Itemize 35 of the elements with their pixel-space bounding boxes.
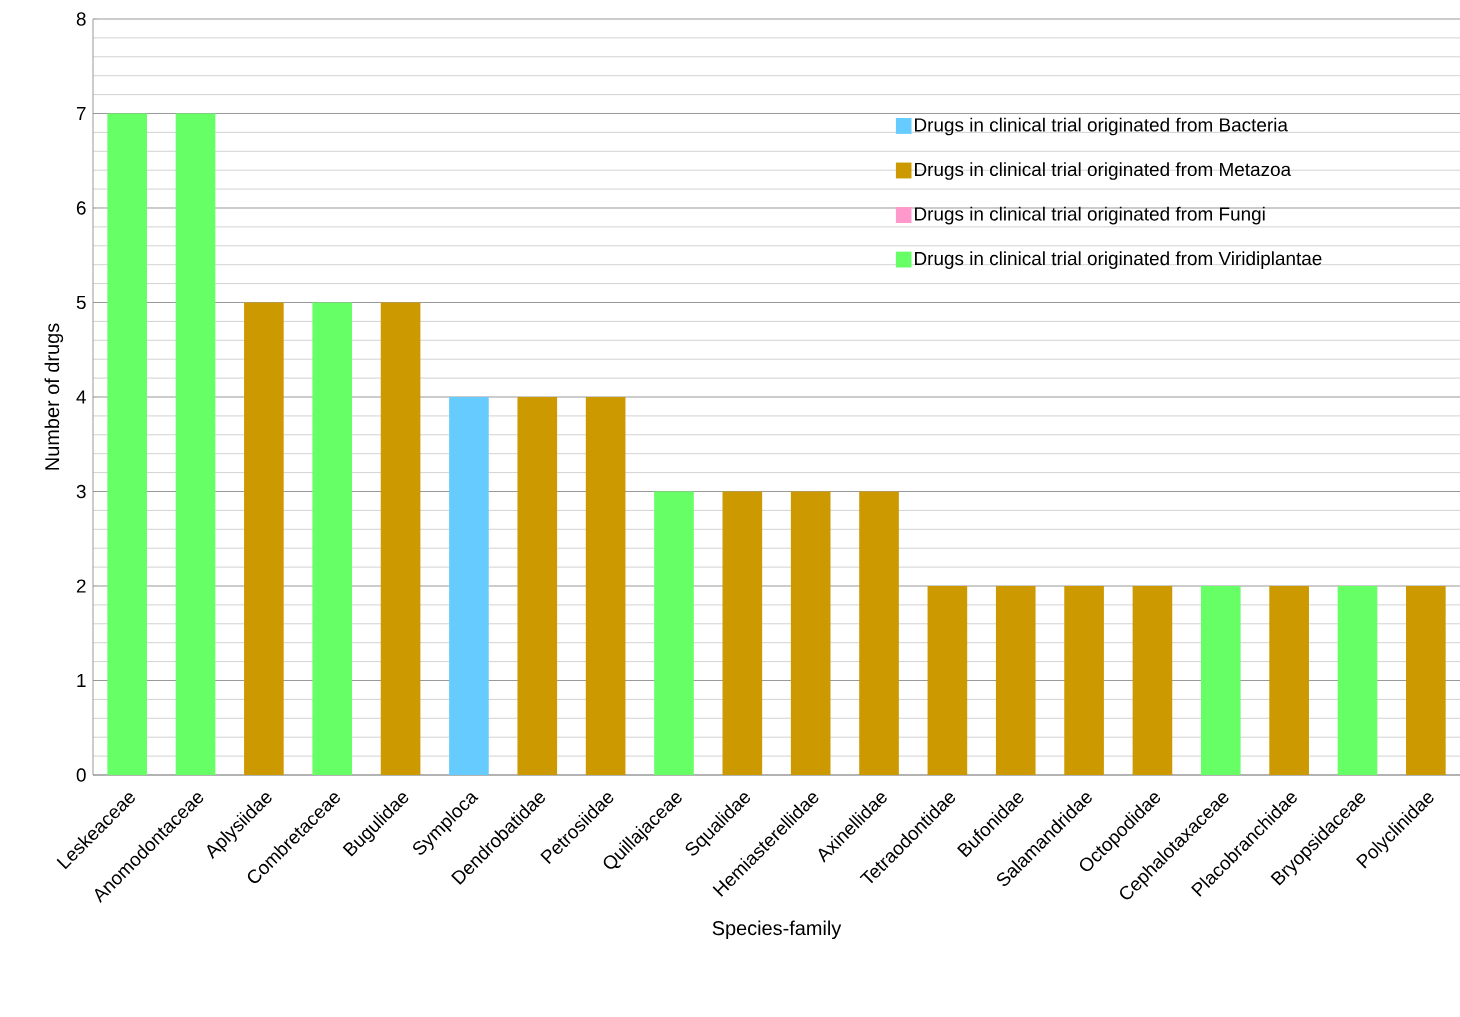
bar bbox=[1064, 585, 1104, 775]
y-tick-label: 7 bbox=[76, 106, 86, 120]
y-tick-label: 5 bbox=[76, 295, 86, 310]
y-tick-label: 0 bbox=[76, 768, 86, 782]
y-tick-label: 4 bbox=[76, 390, 86, 404]
bar bbox=[722, 491, 763, 775]
y-tick-label: 2 bbox=[76, 579, 86, 593]
bar bbox=[859, 491, 899, 775]
bar bbox=[244, 302, 284, 775]
bar bbox=[380, 302, 421, 775]
y-tick-label: 8 bbox=[76, 12, 86, 26]
bar bbox=[449, 396, 489, 775]
bar bbox=[517, 396, 558, 775]
legend-label: Drugs in clinical trial originated from Viridiplantae bbox=[915, 251, 1322, 269]
bar bbox=[995, 585, 1036, 775]
y-axis-title: Number of drugs bbox=[44, 323, 64, 470]
bar bbox=[585, 396, 626, 775]
bar bbox=[1269, 585, 1309, 775]
bar bbox=[654, 491, 694, 775]
bar bbox=[107, 113, 147, 775]
y-tick-label: 6 bbox=[76, 201, 86, 215]
bar bbox=[1406, 585, 1446, 775]
y-tick-label: 3 bbox=[76, 484, 86, 499]
bar bbox=[927, 585, 968, 775]
bar bbox=[1200, 585, 1241, 775]
bar bbox=[790, 491, 831, 775]
bar bbox=[1337, 585, 1378, 775]
legend-label: Drugs in clinical trial originated from Fungi bbox=[915, 206, 1265, 225]
x-axis-title: Species-family bbox=[712, 920, 842, 940]
bar bbox=[1132, 585, 1173, 775]
bar bbox=[175, 113, 216, 775]
legend-label: Drugs in clinical trial originated from Metazoa bbox=[915, 162, 1292, 180]
legend-label: Drugs in clinical trial originated from Bacteria bbox=[915, 117, 1288, 136]
bar bbox=[312, 302, 353, 775]
y-tick-label: 1 bbox=[77, 673, 86, 688]
